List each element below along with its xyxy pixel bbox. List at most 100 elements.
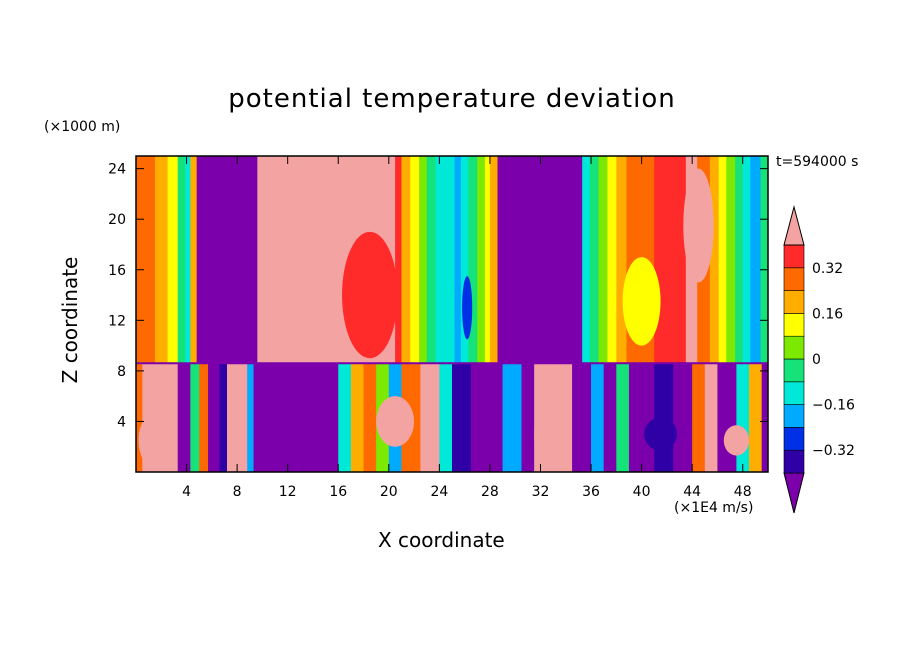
field-band-lower (654, 363, 674, 472)
x-tick-label: 32 (532, 484, 550, 500)
time-label: t=594000 s (776, 154, 859, 170)
field-band-upper (726, 156, 736, 364)
y-tick-label: 20 (108, 212, 126, 228)
field-band-lower (502, 363, 523, 472)
colorbar-swatch (783, 358, 805, 383)
field-band-lower (219, 363, 228, 472)
field-band-upper (426, 156, 437, 364)
field-band-upper (460, 156, 469, 364)
colorbar-label: 0.32 (812, 261, 843, 277)
y-tick-label: 8 (117, 364, 126, 380)
field-band-lower (704, 363, 718, 472)
field-band-upper (154, 156, 169, 364)
field-band-upper (395, 156, 402, 364)
field-feature (138, 412, 172, 469)
field-band-upper (477, 156, 486, 364)
colorbar-swatch (783, 404, 805, 428)
field-feature (683, 168, 714, 283)
field-band-lower (736, 363, 750, 472)
field-band-lower (749, 363, 763, 472)
field-band-lower (603, 363, 617, 472)
field-band-upper (484, 156, 491, 364)
x-tick-label: 24 (430, 484, 448, 500)
x-tick-label: 40 (633, 484, 651, 500)
colorbar-label: 0 (812, 352, 821, 368)
x-tick-label: 12 (279, 484, 297, 500)
x-axis-unit: (×1E4 m/s) (674, 500, 754, 516)
colorbar-swatch (783, 244, 805, 269)
field-band-upper (177, 156, 186, 364)
field-band-upper (167, 156, 179, 364)
field-band-lower (521, 363, 535, 472)
x-tick-label: 28 (481, 484, 499, 500)
colorbar-swatch (783, 381, 805, 405)
y-tick-label: 12 (108, 313, 126, 329)
x-tick-label: 16 (329, 484, 347, 500)
field-band-upper (468, 156, 478, 364)
field-band-lower (628, 363, 655, 472)
field-band-upper (742, 156, 751, 364)
field-band-upper (190, 156, 198, 364)
field-band-lower (247, 363, 255, 472)
field-band-upper (582, 156, 591, 364)
colorbar-arrow-bottom (783, 472, 805, 514)
field-band-lower (136, 363, 143, 472)
chart-title: potential temperature deviation (228, 84, 676, 114)
field-band-upper (607, 156, 617, 364)
field-band-upper (735, 156, 744, 364)
field-band-upper (489, 156, 499, 364)
colorbar-swatch (783, 267, 805, 291)
field-band-upper (401, 156, 411, 364)
field-feature (644, 417, 677, 451)
field-band-upper (497, 156, 583, 364)
field-feature (262, 408, 326, 447)
field-band-upper (598, 156, 608, 364)
field-band-upper (196, 156, 258, 364)
x-tick-label: 8 (233, 484, 242, 500)
field-band-upper (718, 156, 727, 364)
field-band-upper (589, 156, 600, 364)
field-band-upper (454, 156, 462, 364)
field-band-lower (208, 363, 220, 472)
x-tick-label: 44 (683, 484, 701, 500)
field-band-upper (750, 156, 761, 364)
field-band-lower (177, 363, 191, 472)
field-band-upper (760, 156, 768, 364)
colorbar-swatch (783, 290, 805, 314)
field-band-lower (227, 363, 248, 472)
plot-frame (135, 155, 769, 473)
x-axis-label: X coordinate (378, 528, 505, 552)
colorbar-swatch (783, 335, 805, 360)
x-tick-label: 4 (182, 484, 191, 500)
field-band-lower (199, 363, 209, 472)
field-band-upper (419, 156, 428, 364)
x-tick-label: 36 (582, 484, 600, 500)
field-band-lower (363, 363, 377, 472)
field-band-lower (338, 363, 352, 472)
field-band-lower (439, 363, 453, 472)
y-tick-label: 24 (108, 162, 126, 178)
field-band-lower (761, 363, 768, 472)
field-band-lower (350, 363, 365, 472)
field-feature (376, 396, 415, 447)
field-band-lower (673, 363, 693, 472)
field-band-upper (185, 156, 191, 364)
colorbar-swatch (783, 449, 805, 474)
field-band-upper (435, 156, 456, 364)
colorbar-arrow-top (783, 205, 805, 246)
field-band-upper (654, 156, 687, 364)
y-tick-label: 4 (117, 414, 126, 430)
colorbar-label: 0.16 (812, 306, 843, 322)
field-band-upper (616, 156, 627, 364)
field-band-lower (717, 363, 737, 472)
field-band-lower (420, 363, 440, 472)
field-feature (462, 276, 473, 340)
field-feature (534, 396, 560, 472)
z-axis-unit: (×1000 m) (44, 119, 121, 135)
field-band-lower (572, 363, 592, 472)
field-band-upper (410, 156, 420, 364)
field-band-lower (616, 363, 630, 472)
colorbar-label: −0.16 (812, 398, 855, 414)
field-band-lower (591, 363, 605, 472)
